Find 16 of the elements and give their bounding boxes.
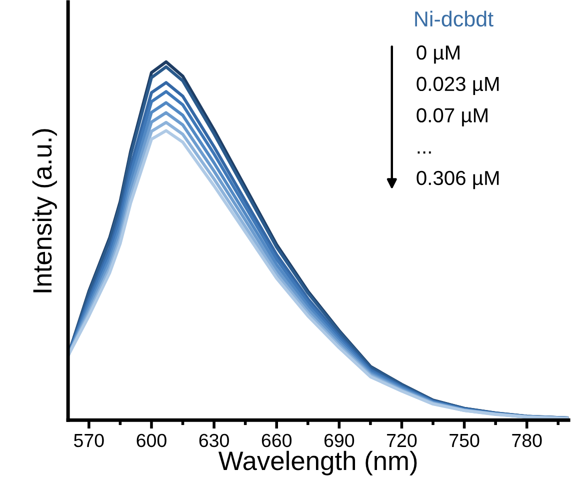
text: Ni-dcbdt <box>415 10 494 27</box>
annotation: 0 µM <box>416 45 460 64</box>
x-tick-label: 570 <box>74 434 104 448</box>
x-tick-label: 690 <box>324 434 354 448</box>
x-tick-label: 780 <box>512 434 542 448</box>
x-axis-title: Wavelength (nm) <box>218 450 417 476</box>
x-tick-label: 660 <box>262 434 292 448</box>
annotation: 0.306 µM <box>416 170 499 190</box>
annotation: 0.07 µM <box>416 108 488 126</box>
x-tick-label: 720 <box>387 434 417 448</box>
annotation: 0.023 µM <box>416 76 499 96</box>
x-tick-label: 750 <box>450 434 480 448</box>
annotation: ... <box>418 151 431 154</box>
x-tick-label: 600 <box>136 434 166 448</box>
y-axis-title: Intensity (a.u.) <box>32 129 57 292</box>
x-tick-label: 630 <box>199 434 229 448</box>
